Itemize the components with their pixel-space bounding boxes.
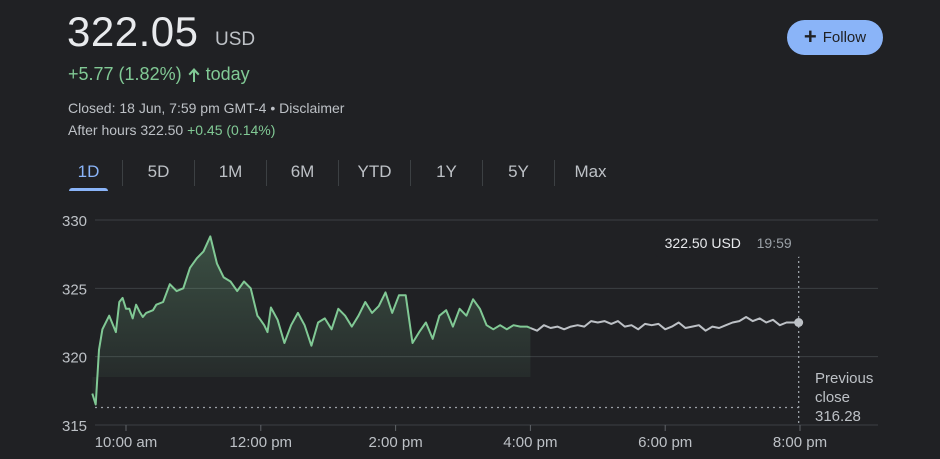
tooltip-price: 322.50 USD [665,235,741,251]
previous-close-label: close [815,389,850,406]
x-tick-label: 8:00 pm [773,434,827,451]
tab-divider [266,160,267,186]
x-tick-label: 2:00 pm [368,434,422,451]
tab-1m[interactable]: 1M [195,155,266,189]
tab-divider [410,160,411,186]
regular-session-area [92,236,531,405]
previous-close-label: 316.28 [815,408,861,425]
y-tick-label: 330 [62,213,87,230]
tab-1d[interactable]: 1D [55,155,122,191]
currency-label: USD [215,29,256,50]
tab-6m[interactable]: 6M [267,155,338,189]
tooltip-time: 19:59 [757,235,792,251]
y-tick-label: 320 [62,350,87,367]
plus-icon: + [803,23,817,49]
tab-5y[interactable]: 5Y [483,155,554,189]
after-hours-info: After hours 322.50 +0.45 (0.14%) [68,122,275,138]
x-tick-label: 4:00 pm [503,434,557,451]
tab-1y[interactable]: 1Y [411,155,482,189]
tab-divider [482,160,483,186]
x-tick-label: 12:00 pm [230,434,293,451]
price-change-value: +5.77 (1.82%) [68,64,182,84]
follow-button-label: Follow [822,29,867,46]
price-change-period: today [205,64,250,84]
tab-divider [194,160,195,186]
market-status: Closed: 18 Jun, 7:59 pm GMT-4 • Disclaim… [68,100,344,116]
disclaimer-link[interactable]: Disclaimer [279,100,345,116]
previous-close-label: Previous [815,370,873,387]
current-point-marker [794,318,804,327]
closed-time: Closed: 18 Jun, 7:59 pm GMT-4 [68,100,267,116]
x-tick-label: 6:00 pm [638,434,692,451]
x-tick-label: 10:00 am [95,434,158,451]
tab-label: YTD [357,162,392,181]
separator-dot: • [266,100,280,116]
regular-session-line [91,235,531,406]
tab-label: 1D [77,162,100,181]
after-hours-change: +0.45 (0.14%) [187,122,276,138]
tab-5d[interactable]: 5D [123,155,194,189]
after-hours-price: After hours 322.50 [68,122,184,138]
current-price: 322.05 [67,8,199,55]
after-hours-line [530,316,799,332]
tab-label: 5D [147,162,170,181]
y-tick-label: 325 [62,281,87,298]
hover-tooltip [655,229,801,257]
tab-label: 1M [218,162,243,181]
tab-max[interactable]: Max [555,155,626,189]
tab-ytd[interactable]: YTD [339,155,410,189]
tab-divider [554,160,555,186]
tab-label: 6M [290,162,315,181]
tab-label: Max [574,162,607,181]
tab-divider [338,160,339,186]
price-change: +5.77 (1.82%) today [68,64,250,85]
arrow-up-icon [188,67,200,82]
tab-divider [122,160,123,186]
tab-label: 5Y [508,162,529,181]
follow-button[interactable]: + Follow [787,20,883,55]
tab-label: 1Y [436,162,457,181]
time-range-tabs: 1D 5D 1M 6M YTD 1Y 5Y Max [55,155,626,191]
y-tick-label: 315 [62,418,87,435]
